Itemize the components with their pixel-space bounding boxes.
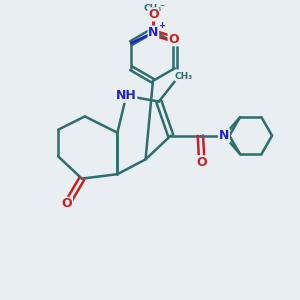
Text: NH: NH [116, 89, 137, 102]
Text: N: N [219, 129, 229, 142]
Text: CH₃: CH₃ [175, 72, 193, 81]
Text: O: O [148, 8, 159, 21]
Text: N: N [219, 129, 229, 142]
Text: O: O [168, 33, 179, 46]
Text: +: + [158, 21, 165, 30]
Text: O: O [196, 156, 207, 169]
Text: CH₃: CH₃ [144, 4, 162, 13]
Text: N: N [148, 26, 159, 39]
Text: O: O [62, 197, 72, 210]
Text: ⁻: ⁻ [159, 3, 164, 14]
